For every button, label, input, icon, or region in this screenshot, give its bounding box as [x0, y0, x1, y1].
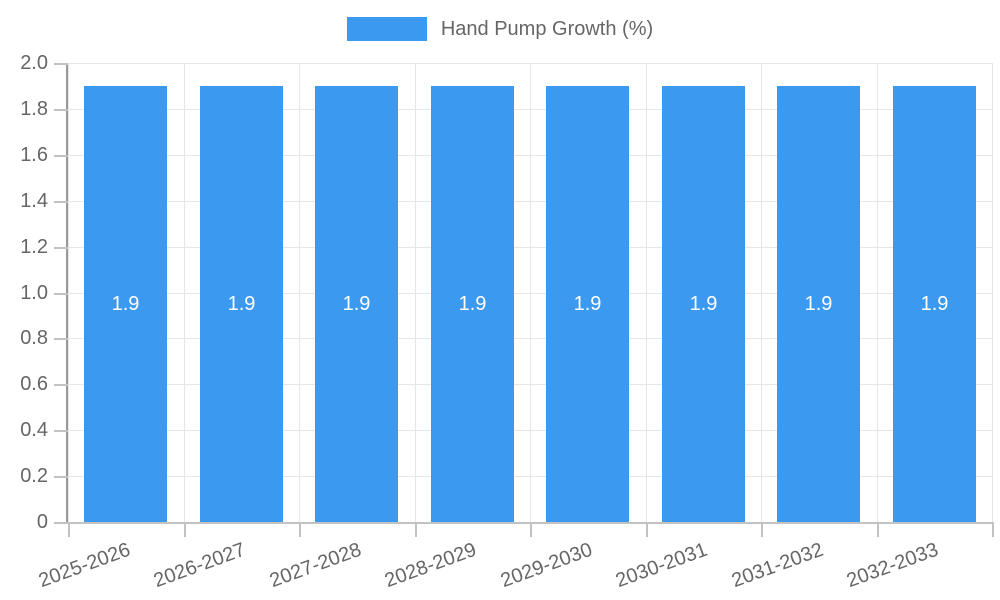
y-axis-tick-label: 1.2	[20, 236, 48, 258]
y-axis-tick-label: 0.6	[20, 373, 48, 395]
x-gridline	[877, 63, 878, 522]
bar-value-label: 1.9	[573, 293, 602, 315]
x-gridline	[530, 63, 531, 522]
x-gridline	[415, 63, 416, 522]
legend-swatch	[346, 17, 427, 41]
y-axis-tick	[54, 430, 68, 432]
x-gridline	[68, 63, 69, 522]
y-axis-tick	[54, 476, 68, 478]
legend[interactable]: Hand Pump Growth (%)	[0, 17, 1000, 41]
y-axis-tick	[54, 247, 68, 249]
y-axis-tick-label: 0	[36, 511, 48, 533]
bar[interactable]	[893, 86, 976, 522]
bar[interactable]	[84, 86, 167, 522]
x-axis-tick	[299, 522, 301, 537]
y-axis-tick-label: 0.8	[20, 327, 48, 349]
y-axis-tick-label: 1.4	[20, 190, 48, 212]
x-gridline	[646, 63, 647, 522]
y-axis-tick-label: 0.4	[20, 419, 48, 441]
x-axis-tick-label: 2032-2033	[844, 538, 942, 593]
x-axis-tick	[761, 522, 763, 537]
y-axis-tick	[54, 109, 68, 111]
x-axis-tick	[877, 522, 879, 537]
x-axis-tick-label: 2027-2028	[267, 538, 365, 593]
x-axis-tick-label: 2025-2026	[36, 538, 134, 593]
x-gridline	[184, 63, 185, 522]
y-axis-tick	[54, 201, 68, 203]
x-axis-tick-label: 2031-2032	[729, 538, 827, 593]
y-axis-tick	[54, 155, 68, 157]
x-axis-tick	[415, 522, 417, 537]
bar[interactable]	[200, 86, 283, 522]
x-gridline	[992, 63, 993, 522]
x-axis-tick-label: 2028-2029	[382, 538, 480, 593]
x-axis-tick	[992, 522, 994, 537]
x-gridline	[761, 63, 762, 522]
bar-value-label: 1.9	[227, 293, 256, 315]
x-axis-tick-label: 2026-2027	[151, 538, 249, 593]
y-axis-tick	[54, 522, 68, 524]
y-axis-tick-label: 1.8	[20, 98, 48, 120]
bar-value-label: 1.9	[458, 293, 487, 315]
y-axis-tick	[54, 338, 68, 340]
x-axis-tick	[646, 522, 648, 537]
y-axis-tick-label: 2.0	[20, 52, 48, 74]
bar[interactable]	[777, 86, 860, 522]
bar-value-label: 1.9	[689, 293, 718, 315]
bar-value-label: 1.9	[920, 293, 949, 315]
bar[interactable]	[431, 86, 514, 522]
x-axis-tick-label: 2029-2030	[498, 538, 596, 593]
bar-value-label: 1.9	[111, 293, 140, 315]
y-axis-tick-label: 1.6	[20, 144, 48, 166]
y-axis-tick-label: 0.2	[20, 465, 48, 487]
x-axis-tick	[68, 522, 70, 537]
bar[interactable]	[546, 86, 629, 522]
bar[interactable]	[662, 86, 745, 522]
x-axis-tick	[184, 522, 186, 537]
x-gridline	[299, 63, 300, 522]
legend-label: Hand Pump Growth (%)	[440, 17, 654, 40]
y-axis-tick	[54, 384, 68, 386]
y-axis-tick-label: 1.0	[20, 282, 48, 304]
x-axis-tick-label: 2030-2031	[613, 538, 711, 593]
bar-value-label: 1.9	[804, 293, 833, 315]
bar[interactable]	[315, 86, 398, 522]
y-axis-line	[66, 63, 68, 522]
bar-value-label: 1.9	[342, 293, 371, 315]
plot-area: 1.9 1.9 1.9 1.9 1.9 1.9 1.9 1.9	[66, 63, 993, 524]
y-axis-tick	[54, 293, 68, 295]
x-axis-tick	[530, 522, 532, 537]
y-axis-tick	[54, 63, 68, 65]
